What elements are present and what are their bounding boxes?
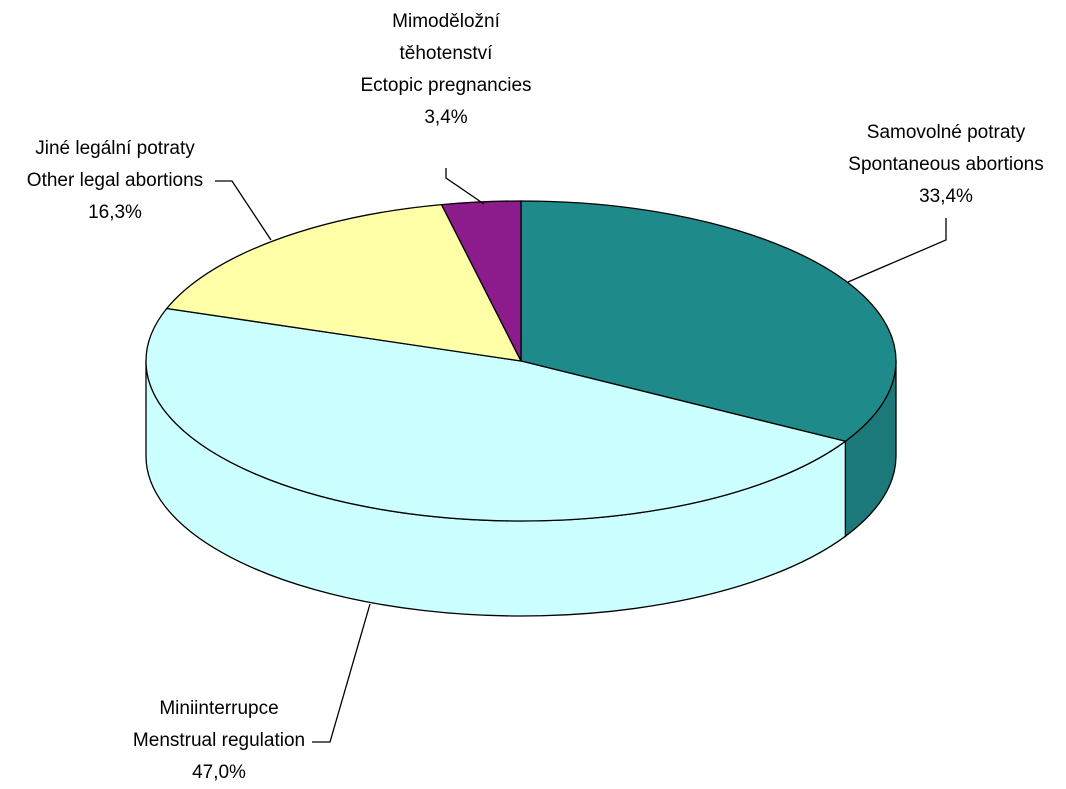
slice-label: Other legal abortions <box>27 170 203 191</box>
slice <box>520 200 897 442</box>
slice-label: Miniinterrupce <box>159 698 278 719</box>
slice-label: Samovolné potraty <box>867 122 1026 143</box>
value-label: 33,4% <box>919 186 973 207</box>
leader-line <box>847 218 947 283</box>
value-label: 3,4% <box>424 107 467 128</box>
slice-label: Spontaneous abortions <box>848 154 1043 175</box>
slice <box>145 307 847 522</box>
value-label: 16,3% <box>88 202 142 223</box>
leader-line <box>215 180 272 241</box>
slice-label: těhotenství <box>400 43 494 64</box>
slice-label: Menstrual regulation <box>133 730 305 751</box>
leader-line <box>312 603 371 743</box>
slice-label: Mimoděložní <box>392 11 500 32</box>
slice <box>165 203 523 362</box>
value-label: 47,0% <box>192 762 246 783</box>
slice-label: Ectopic pregnancies <box>360 75 531 96</box>
slice-side-shade <box>845 361 896 537</box>
slice-label: Jiné legální potraty <box>35 138 195 159</box>
leader-line <box>445 168 485 205</box>
